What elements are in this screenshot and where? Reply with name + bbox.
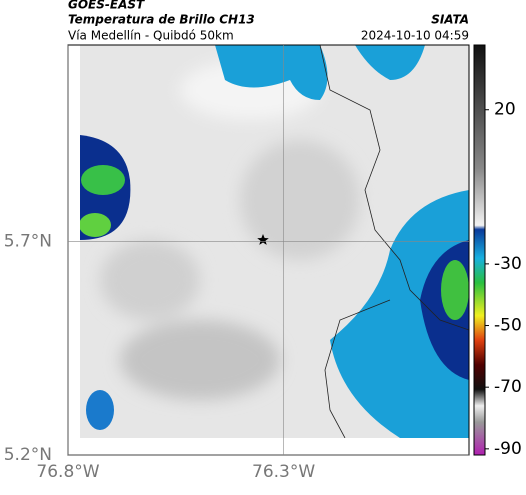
colorbar-tick-label: -30 bbox=[494, 254, 522, 274]
x-tick-label: 76.3°W bbox=[252, 462, 315, 482]
x-tick-label: 76.8°W bbox=[36, 462, 99, 482]
colorbar-tick-label: -70 bbox=[494, 377, 522, 397]
source: GOES-EAST bbox=[68, 0, 145, 12]
title: Temperatura de Brillo CH13 bbox=[68, 13, 255, 27]
location-marker bbox=[257, 234, 269, 245]
colorbar-tick-label: 20 bbox=[494, 100, 516, 120]
agency: SIATA bbox=[431, 13, 469, 27]
colorbar bbox=[473, 44, 486, 456]
y-tick-label: 5.2°N bbox=[4, 445, 52, 465]
colorbar-tick-label: -50 bbox=[494, 316, 522, 336]
subtitle: Vía Medellín - Quibdó 50km bbox=[68, 29, 234, 43]
colorbar-tick-label: -90 bbox=[494, 439, 522, 459]
y-tick-label: 5.7°N bbox=[4, 231, 52, 251]
timestamp: 2024-10-10 04:59 bbox=[361, 29, 469, 43]
